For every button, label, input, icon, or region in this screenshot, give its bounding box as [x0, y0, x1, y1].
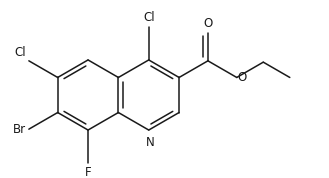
Text: O: O: [238, 71, 247, 84]
Text: O: O: [203, 17, 213, 30]
Text: Br: Br: [13, 123, 26, 136]
Text: F: F: [85, 166, 91, 178]
Text: Cl: Cl: [143, 11, 155, 24]
Text: N: N: [146, 136, 155, 149]
Text: Cl: Cl: [14, 46, 26, 59]
